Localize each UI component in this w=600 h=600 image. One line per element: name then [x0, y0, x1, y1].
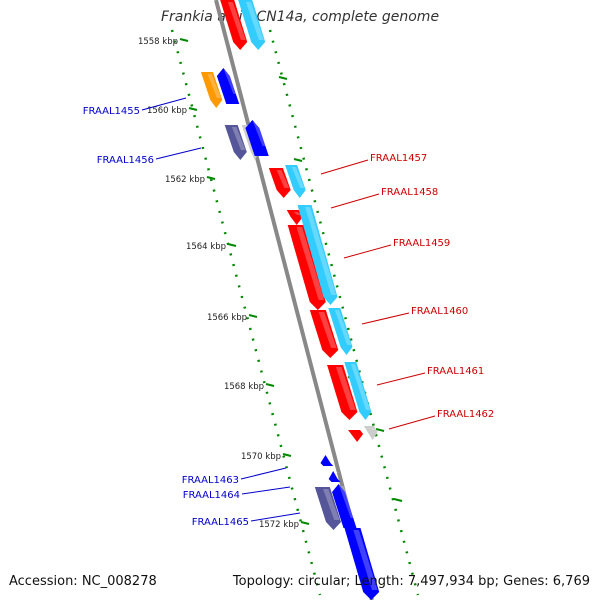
- gene-labels: FRAAL1455 FRAAL1456 FRAAL1463 FRAAL1464 FRAA…: [83, 97, 494, 528]
- gene-feature-fraal1456[interactable]: [245, 120, 269, 156]
- gene-label-right[interactable]: FRAAL1462: [437, 409, 494, 420]
- gene-label-left[interactable]: FRAAL1464: [183, 490, 240, 501]
- label-leader-line: [241, 486, 291, 495]
- scale-tick: [293, 158, 303, 162]
- gene-feature-fraal1460-cyan[interactable]: [328, 308, 353, 355]
- scale-tick: [300, 521, 310, 525]
- scale-tick: [282, 453, 292, 457]
- scale-tick: [179, 38, 189, 42]
- scale-label: 1558 kbp: [138, 37, 178, 47]
- label-leader-line: [343, 244, 392, 259]
- scale-label: 1566 kbp: [207, 313, 247, 323]
- scale-label: 1564 kbp: [186, 242, 226, 252]
- label-leader-line: [330, 193, 380, 209]
- label-leader-line: [361, 312, 410, 325]
- scale-label: 1560 kbp: [147, 106, 187, 116]
- gene-feature-fraal1455[interactable]: [216, 68, 240, 104]
- gene-feature-fraal1461-cyan[interactable]: [344, 362, 372, 420]
- gene-label-left[interactable]: FRAAL1465: [192, 517, 249, 528]
- gene-label-right[interactable]: FRAAL1458: [381, 187, 438, 198]
- label-leader-line: [320, 159, 369, 175]
- label-leader-line: [240, 467, 287, 480]
- gene-feature-fraal1458[interactable]: [286, 210, 303, 225]
- gene-label-left[interactable]: FRAAL1456: [97, 155, 154, 166]
- label-leader-line: [250, 512, 301, 522]
- gene-label-left[interactable]: FRAAL1463: [182, 475, 239, 486]
- scale-tick: [265, 383, 275, 387]
- gene-label-right[interactable]: FRAAL1460: [411, 306, 468, 317]
- gene-feature-fraal1459[interactable]: [287, 225, 326, 310]
- scale-tick: [393, 498, 403, 502]
- gene-label-right[interactable]: FRAAL1457: [370, 153, 427, 164]
- gene-feature-fraal1455-orange[interactable]: [200, 72, 223, 108]
- gene-feature-fraal1456-purple[interactable]: [224, 125, 247, 160]
- label-leader-line: [141, 97, 187, 111]
- scale-label: 1562 kbp: [165, 175, 205, 185]
- gene-feature-fraal1457-cyan[interactable]: [285, 165, 306, 198]
- topology-text: Topology: circular; Length: 7,497,934 bp…: [232, 574, 590, 589]
- gene-feature-fraal1462[interactable]: [348, 430, 364, 442]
- scale-tick: [188, 107, 198, 111]
- gene-feature-fraal1463[interactable]: [320, 455, 334, 466]
- scale-label: 1570 kbp: [241, 452, 281, 462]
- gene-feature-fraal1462-grey[interactable]: [363, 426, 378, 440]
- scale-label: 1568 kbp: [224, 382, 264, 392]
- scale-tick: [375, 428, 385, 432]
- gene-feature-fraal1461[interactable]: [327, 365, 358, 420]
- scale-tick: [206, 176, 216, 180]
- label-leader-line: [376, 372, 426, 386]
- gene-feature-top-cyan[interactable]: [238, 0, 266, 50]
- gene-feature-fraal1464[interactable]: [328, 471, 341, 482]
- label-leader-line: [388, 415, 436, 430]
- scale-tick: [227, 243, 237, 247]
- gene-label-left[interactable]: FRAAL1455: [83, 106, 140, 117]
- gene-feature-fraal1459-cyan[interactable]: [297, 205, 338, 305]
- gene-feature-fraal1465-purple[interactable]: [314, 487, 341, 530]
- scale-label: 1572 kbp: [259, 520, 299, 530]
- gene-label-right[interactable]: FRAAL1459: [393, 238, 450, 249]
- scale-tick: [278, 76, 288, 80]
- gene-feature-fraal1460[interactable]: [309, 310, 339, 358]
- gene-feature-top-red[interactable]: [220, 0, 248, 50]
- scale-tick: [248, 314, 258, 318]
- gene-features: [200, 0, 380, 600]
- label-leader-line: [155, 147, 202, 160]
- kbp-ticks: 1558 kbp 1560 kbp 1562 kbp 1564 kbp 1566 kbp…: [138, 37, 403, 530]
- gene-feature-bottom-blue[interactable]: [344, 528, 380, 600]
- gene-feature-fraal1457[interactable]: [268, 168, 291, 198]
- accession-text: Accession: NC_008278: [9, 574, 157, 589]
- gene-feature-fraal1465[interactable]: [332, 484, 357, 528]
- gene-label-right[interactable]: FRAAL1461: [427, 366, 484, 377]
